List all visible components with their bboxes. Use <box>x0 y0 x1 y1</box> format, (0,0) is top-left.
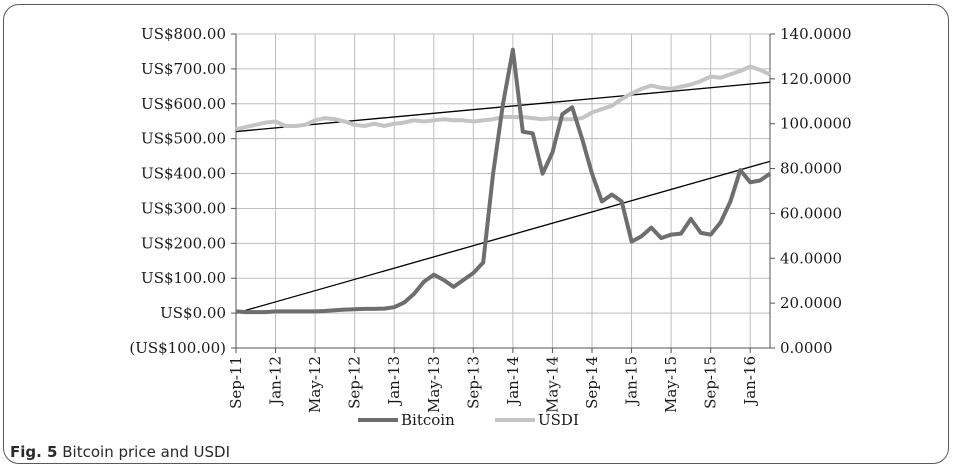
y-right-tick-label: 140.0000 <box>780 25 852 43</box>
x-tick-label: May-13 <box>425 356 443 413</box>
x-tick-label: Sep-13 <box>464 356 482 409</box>
legend-label-usdi: USDI <box>538 411 579 429</box>
y-left-tick-label: US$200.00 <box>141 234 226 252</box>
figure-frame <box>3 4 949 464</box>
y-left-tick-label: US$700.00 <box>141 60 226 78</box>
x-tick-label: Sep-12 <box>346 356 364 409</box>
y-left-tick-label: US$100.00 <box>141 269 226 287</box>
x-tick-label: Sep-15 <box>702 356 720 409</box>
figure-label: Fig. 5 <box>10 443 58 461</box>
x-tick-label: Jan-13 <box>385 356 403 407</box>
y-right-tick-labels: 140.0000 120.0000 100.0000 80.0000 60.0000 40… <box>780 25 852 357</box>
grid-lines <box>235 33 770 349</box>
y-right-tick-label: 40.0000 <box>780 249 842 267</box>
figure-caption: Fig. 5 Bitcoin price and USDI <box>10 443 230 461</box>
legend-label-bitcoin: Bitcoin <box>401 411 455 429</box>
legend: Bitcoin USDI <box>358 411 579 429</box>
x-tick-label: May-12 <box>306 356 324 413</box>
y-right-tick-label: 20.0000 <box>780 294 842 312</box>
y-left-tick-label: US$300.00 <box>141 199 226 217</box>
series-lines <box>235 47 772 315</box>
x-tick-label: May-15 <box>662 356 680 413</box>
y-left-tick-label: (US$100.00) <box>129 339 226 357</box>
x-tick-label: Jan-15 <box>623 356 641 407</box>
y-left-tick-labels: US$800.00 US$700.00 US$600.00 US$500.00 US$4… <box>129 25 226 357</box>
y-right-tick-label: 120.0000 <box>780 70 852 88</box>
x-tick-label: Jan-12 <box>267 356 285 407</box>
y-left-tick-label: US$600.00 <box>141 95 226 113</box>
figure-caption-text: Bitcoin price and USDI <box>62 443 231 461</box>
x-tick-labels: Sep-11 Jan-12 May-12 Sep-12 Jan-13 May-13 Sep-… <box>227 356 759 413</box>
x-tick-label: Jan-16 <box>741 356 759 407</box>
y-left-tick-label: US$400.00 <box>141 165 226 183</box>
trendline-bitcoin <box>235 160 771 314</box>
y-left-tick-label: US$500.00 <box>141 130 226 148</box>
y-right-tick-label: 60.0000 <box>780 204 842 222</box>
y-right-tick-label: 0.0000 <box>780 339 833 357</box>
y-left-tick-label: US$0.00 <box>160 304 226 322</box>
x-tick-label: May-14 <box>543 356 561 413</box>
y-right-tick-label: 100.0000 <box>780 115 852 133</box>
y-right-tick-label: 80.0000 <box>780 160 842 178</box>
x-tick-label: Jan-14 <box>504 356 522 407</box>
x-tick-label: Sep-11 <box>227 356 245 409</box>
x-tick-label: Sep-14 <box>583 356 601 409</box>
series-line-bitcoin <box>235 47 772 315</box>
y-left-tick-label: US$800.00 <box>141 25 226 43</box>
axes <box>231 33 775 353</box>
